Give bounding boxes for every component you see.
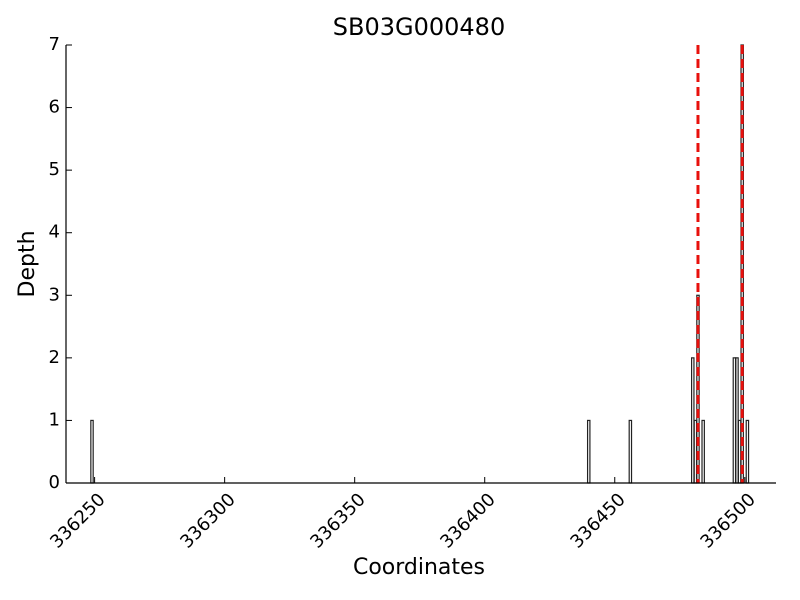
x-tick-label: 336500 [696,489,759,552]
bar [628,419,633,484]
bar [745,419,750,484]
bar [737,419,742,484]
x-axis-label: Coordinates [353,555,485,580]
bar [90,419,94,484]
x-tick-label: 336300 [176,489,239,552]
y-tick-label: 1 [49,409,60,430]
y-tick-label: 6 [49,97,60,118]
x-tick-label: 336250 [46,489,109,552]
x-tick-label: 336350 [306,489,369,552]
bar [586,419,591,484]
bar [735,357,739,484]
y-tick-label: 7 [49,34,60,55]
y-tick-label: 2 [49,347,60,368]
y-tick-label: 4 [49,222,60,243]
bar [701,419,705,484]
y-axis-label: Depth [15,230,40,297]
bar [691,357,695,484]
bar [732,357,737,484]
x-tick-label: 336400 [436,489,499,552]
bar [693,419,698,484]
x-tick-label: 336450 [566,489,629,552]
y-tick-label: 0 [49,472,60,493]
chart-title: SB03G000480 [333,13,505,41]
y-tick-label: 5 [49,159,60,180]
y-tick-label: 3 [49,284,60,305]
